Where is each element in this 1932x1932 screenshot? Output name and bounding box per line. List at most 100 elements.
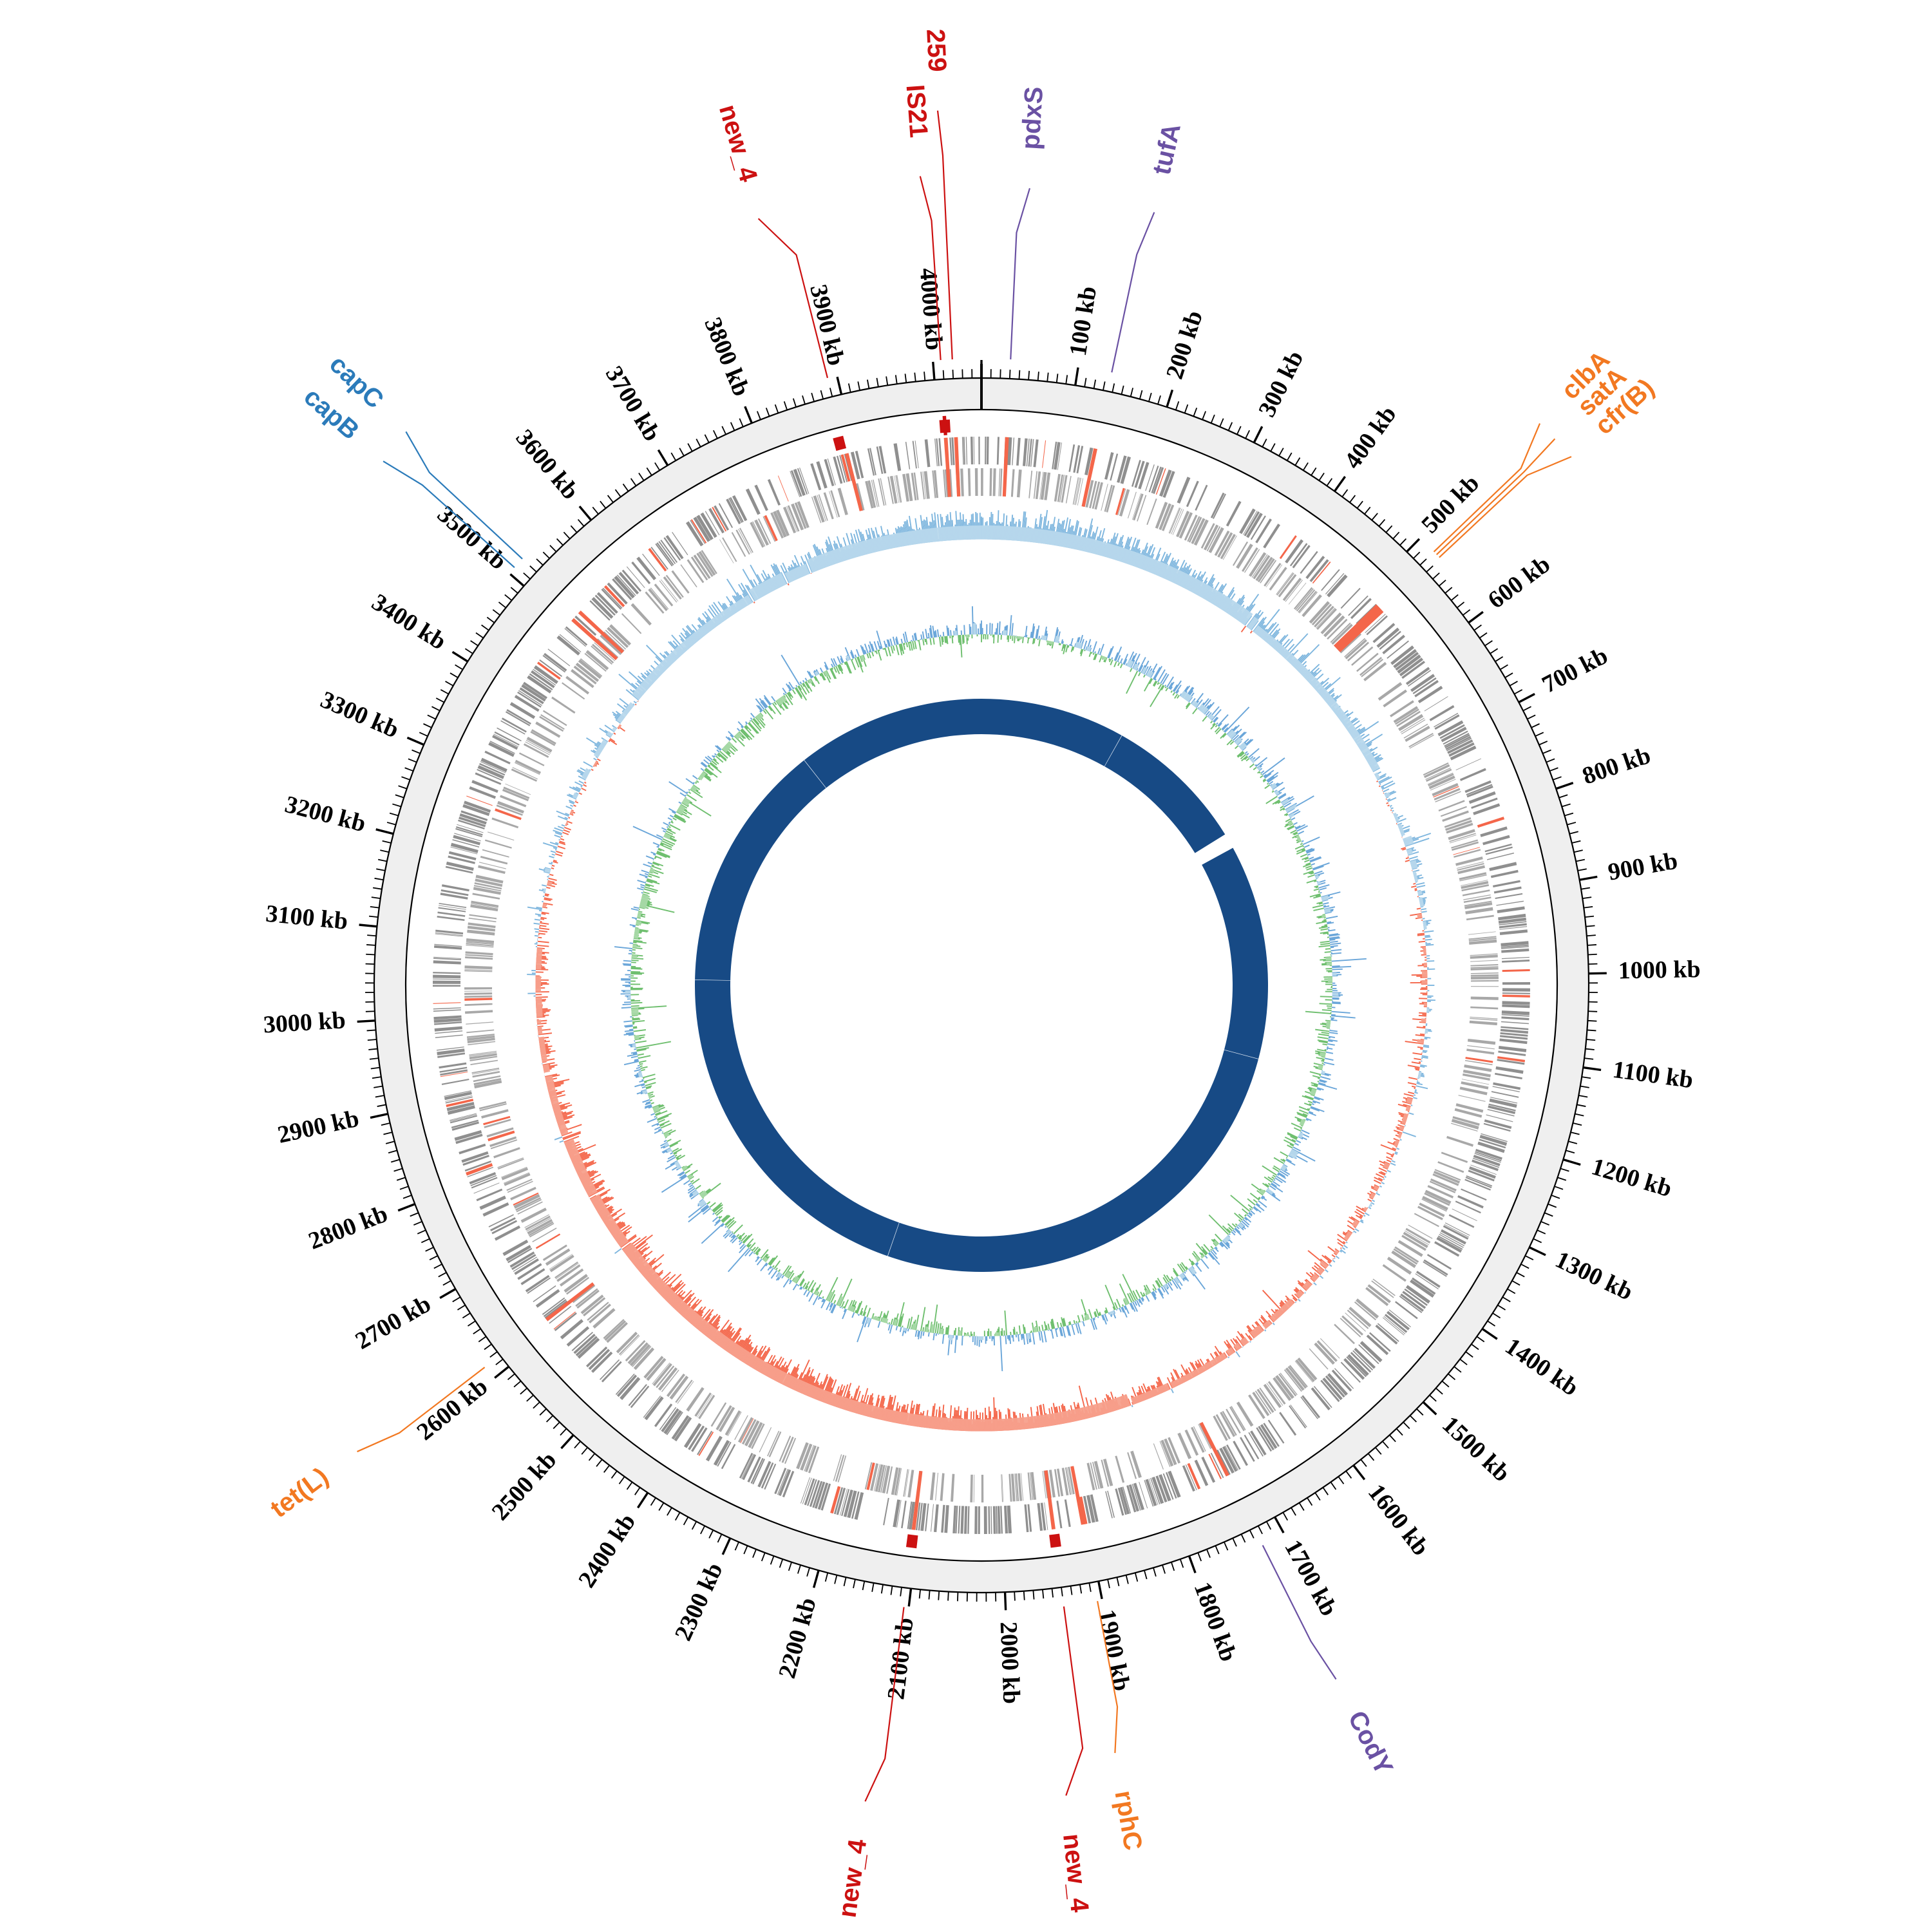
cds-feature	[515, 1197, 542, 1211]
cds-feature	[1258, 1426, 1274, 1451]
cds-feature	[1452, 1116, 1480, 1126]
cds-feature	[502, 788, 529, 802]
cds-feature	[1004, 1506, 1009, 1534]
cds-feature	[616, 1374, 638, 1397]
cds-feature	[526, 739, 551, 754]
cds-feature	[1409, 734, 1434, 749]
cds-feature	[1441, 1151, 1468, 1163]
cds-feature	[648, 547, 667, 572]
cds-feature	[933, 1504, 939, 1533]
cds-feature	[1467, 1045, 1495, 1050]
cds-feature	[627, 1342, 649, 1365]
cds-feature	[875, 1464, 884, 1492]
cds-feature	[1470, 986, 1499, 987]
cds-feature	[1255, 518, 1272, 544]
cds-feature	[1309, 601, 1330, 624]
cds-feature	[517, 1263, 542, 1280]
cds-feature	[1040, 1502, 1046, 1531]
cds-feature	[1035, 471, 1041, 500]
cds-feature	[883, 1497, 889, 1526]
cds-feature	[1366, 1334, 1389, 1356]
cds-feature	[1407, 670, 1432, 687]
cds-feature	[750, 522, 764, 548]
cds-feature	[1105, 1491, 1113, 1519]
cds-feature	[1470, 976, 1499, 980]
cds-feature	[840, 454, 851, 482]
cds-feature	[1501, 1014, 1530, 1017]
cds-feature	[645, 591, 665, 614]
cds-feature	[512, 767, 538, 780]
cds-feature	[467, 925, 496, 932]
cds-feature	[693, 516, 711, 542]
cds-feature	[1090, 1462, 1097, 1490]
cds-feature	[592, 1308, 616, 1329]
cds-feature	[1470, 967, 1499, 971]
ruler-tick-label: 900 kb	[1606, 847, 1680, 886]
cds-feature	[607, 627, 629, 649]
cds-feature	[1492, 880, 1520, 887]
cds-feature	[1115, 1455, 1125, 1483]
cds-feature	[1340, 633, 1362, 654]
cds-feature	[1001, 1474, 1003, 1502]
cds-feature	[1495, 1066, 1524, 1074]
cds-feature	[1401, 719, 1426, 735]
cds-feature	[1437, 720, 1464, 737]
cds-feature	[1466, 914, 1494, 921]
cds-feature	[799, 467, 810, 494]
cds-feature	[1403, 723, 1428, 739]
cds-feature	[505, 711, 531, 726]
cds-feature	[1056, 1501, 1063, 1529]
cds-feature	[940, 1473, 945, 1501]
cds-feature	[1104, 484, 1113, 512]
cds-feature	[1193, 519, 1209, 546]
cds-feature	[1236, 1401, 1254, 1427]
cds-feature	[497, 1157, 524, 1168]
cds-feature	[535, 1289, 560, 1308]
cds-feature	[978, 437, 980, 465]
cds-feature	[1345, 639, 1367, 659]
cds-feature	[577, 1338, 600, 1359]
gene-label: rphC	[1109, 1788, 1147, 1852]
cds-feature	[911, 473, 917, 501]
cds-feature	[656, 1365, 675, 1388]
ruler-tick-label: 100 kb	[1065, 285, 1102, 358]
cds-feature	[1344, 638, 1366, 658]
cds-feature	[1061, 475, 1068, 503]
cds-feature	[477, 769, 503, 781]
cds-feature	[1057, 1468, 1064, 1497]
cds-feature	[754, 519, 770, 546]
cds-feature	[487, 831, 515, 841]
cds-feature	[958, 1506, 961, 1534]
cds-feature	[1502, 988, 1530, 992]
cds-feature	[433, 1018, 462, 1023]
cds-feature	[1470, 1016, 1498, 1019]
cds-feature	[591, 645, 612, 665]
cds-feature	[544, 652, 567, 672]
cds-feature	[1210, 492, 1225, 518]
cds-feature	[750, 1457, 764, 1484]
cds-feature	[1314, 1342, 1335, 1365]
cds-feature	[1282, 578, 1302, 601]
cds-feature	[1092, 1461, 1100, 1490]
cds-feature	[747, 1456, 761, 1482]
cds-feature	[1263, 1383, 1282, 1408]
cds-feature	[1316, 1340, 1338, 1362]
cds-feature	[564, 1274, 588, 1293]
cds-feature	[1313, 1386, 1332, 1408]
cds-feature	[642, 553, 660, 576]
cds-feature	[782, 1470, 795, 1498]
cds-feature	[573, 665, 597, 685]
cds-feature	[1345, 1312, 1366, 1332]
cds-feature	[722, 537, 737, 562]
cds-feature	[1468, 1170, 1495, 1182]
cds-feature	[683, 1423, 702, 1448]
cds-feature	[1470, 1164, 1497, 1175]
cds-feature	[1465, 1057, 1493, 1063]
cds-feature	[565, 676, 590, 695]
cds-feature	[560, 1319, 583, 1340]
cds-feature	[1485, 846, 1513, 855]
cds-feature	[492, 734, 518, 750]
ruler-tick-label: 800 kb	[1579, 742, 1654, 790]
cds-feature	[1466, 784, 1493, 796]
cds-feature	[688, 1425, 705, 1450]
